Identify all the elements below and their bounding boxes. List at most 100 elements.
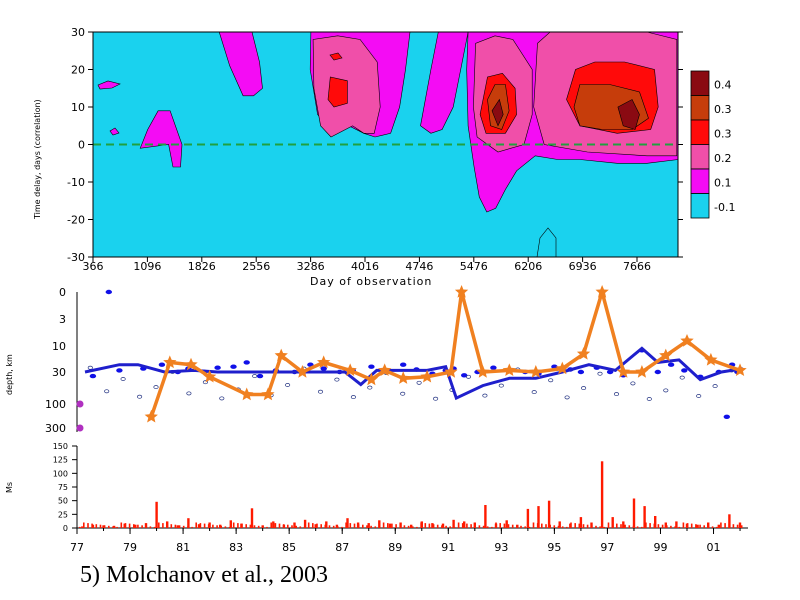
magnitude-bar bbox=[312, 523, 314, 528]
magnitude-bar bbox=[249, 524, 252, 528]
magnitude-plot: 0 25 50 75 100 125 150 Ms 77 79 81 83 85 87 89 91 93 95… bbox=[5, 442, 748, 554]
magnitude-bar bbox=[732, 524, 735, 528]
depth-series bbox=[76, 285, 747, 432]
magnitude-bar bbox=[116, 526, 118, 528]
x-tick-label: 6936 bbox=[569, 260, 597, 273]
magnitude-bar bbox=[274, 523, 277, 528]
legend-swatch bbox=[690, 119, 710, 145]
magnitude-bar bbox=[715, 526, 718, 528]
magnitude-bar bbox=[520, 525, 522, 528]
magnitude-bar bbox=[678, 526, 681, 528]
magnitude-bar bbox=[424, 523, 427, 528]
magnitude-bar bbox=[99, 524, 102, 528]
magnitude-bar bbox=[170, 524, 173, 528]
magnitude-bar bbox=[335, 524, 339, 528]
magnitude-bar bbox=[541, 523, 543, 528]
magnitude-bar bbox=[224, 526, 227, 528]
depth-tick-label: 10 bbox=[52, 340, 66, 353]
magnitude-bar bbox=[654, 516, 657, 528]
magnitude-bar bbox=[526, 508, 530, 528]
depth-open-circle bbox=[334, 377, 340, 382]
magnitude-bar bbox=[632, 525, 635, 528]
orange-line bbox=[149, 285, 741, 418]
orange-star bbox=[240, 387, 254, 401]
year-tick-label: 99 bbox=[653, 541, 667, 554]
magnitude-y-axis-label: Ms bbox=[5, 482, 14, 493]
magnitude-bar bbox=[590, 522, 593, 528]
magnitude-bar bbox=[622, 521, 625, 528]
magnitude-bar bbox=[158, 522, 160, 528]
y-tick-label: 0 bbox=[78, 139, 85, 152]
magnitude-bar bbox=[611, 517, 614, 528]
contour-y-axis-label: Time delay, days (correlation) bbox=[33, 99, 42, 220]
magnitude-bar bbox=[558, 521, 561, 528]
figure-caption: 5) Molchanov et al., 2003 bbox=[80, 562, 328, 588]
magnitude-bar bbox=[720, 522, 722, 528]
orange-star bbox=[295, 365, 310, 378]
legend-label: 0.3 bbox=[714, 127, 732, 140]
magnitude-bar bbox=[349, 523, 352, 528]
magnitude-bar bbox=[108, 525, 110, 528]
magnitude-bar bbox=[503, 523, 506, 528]
magnitude-bar bbox=[187, 518, 190, 528]
magnitude-bar bbox=[133, 524, 135, 528]
magnitude-bar bbox=[212, 524, 214, 528]
magnitude-bar bbox=[431, 523, 434, 528]
depth-dot bbox=[214, 365, 221, 370]
magnitude-bar bbox=[570, 522, 572, 528]
magnitude-bar bbox=[441, 525, 443, 528]
legend-swatch bbox=[690, 168, 710, 194]
magnitude-bar bbox=[270, 522, 272, 528]
magnitude-bar bbox=[362, 524, 364, 528]
orange-star bbox=[343, 363, 357, 376]
depth-dot bbox=[320, 366, 327, 371]
x-tick-label: 4746 bbox=[405, 260, 433, 273]
magnitude-bar bbox=[245, 524, 247, 528]
depth-tick-label: 100 bbox=[45, 398, 66, 411]
magnitude-bar bbox=[532, 522, 535, 528]
contour-region bbox=[109, 127, 120, 136]
magnitude-bar bbox=[547, 500, 551, 528]
depth-open-circle bbox=[564, 395, 570, 400]
magnitude-bar bbox=[382, 522, 385, 528]
legend-swatch bbox=[690, 144, 710, 170]
magnitude-bar bbox=[599, 526, 601, 528]
orange-star bbox=[733, 363, 747, 376]
magnitude-bar bbox=[675, 521, 678, 528]
depth-open-circle bbox=[120, 377, 126, 381]
magnitude-bar bbox=[505, 520, 508, 528]
magnitude-bar bbox=[682, 522, 685, 528]
ms-tick-label: 50 bbox=[58, 497, 68, 506]
depth-dot bbox=[89, 373, 97, 379]
magnitude-bar bbox=[219, 524, 222, 528]
magnitude-bar bbox=[134, 524, 137, 528]
magnitude-bar bbox=[199, 523, 202, 528]
magnitude-bar bbox=[724, 523, 726, 528]
magnitude-y-axis: 0 25 50 75 100 125 150 bbox=[53, 442, 78, 533]
magnitude-bar bbox=[624, 524, 626, 528]
y-tick-label: -20 bbox=[67, 214, 85, 227]
magnitude-bar bbox=[83, 522, 85, 528]
orange-star bbox=[274, 348, 288, 362]
depth-open-circle bbox=[663, 388, 669, 393]
magnitude-bar bbox=[636, 526, 639, 528]
magnitude-bar bbox=[449, 526, 451, 528]
depth-open-circle bbox=[712, 384, 718, 389]
magnitude-bar bbox=[643, 506, 646, 528]
contour-x-axis-label: Day of observation bbox=[310, 275, 432, 288]
magnitude-bar bbox=[155, 501, 158, 528]
magnitude-bar bbox=[237, 523, 239, 528]
orange-star bbox=[144, 409, 158, 423]
year-tick-label: 77 bbox=[70, 541, 84, 554]
magnitude-bar bbox=[738, 522, 742, 528]
depth-dot bbox=[654, 369, 661, 375]
magnitude-bar bbox=[166, 523, 168, 528]
year-tick-label: 85 bbox=[282, 541, 296, 554]
contour-plot: 30 20 10 0 -10 -20 -30 366 1096 1826 2556 3286 4016… bbox=[33, 26, 735, 288]
magnitude-bar bbox=[524, 526, 526, 528]
magnitude-bar bbox=[491, 526, 493, 528]
magnitude-bar bbox=[557, 525, 560, 528]
depth-dot bbox=[230, 364, 237, 369]
magnitude-bar bbox=[699, 524, 701, 528]
magnitude-bar bbox=[95, 524, 98, 528]
